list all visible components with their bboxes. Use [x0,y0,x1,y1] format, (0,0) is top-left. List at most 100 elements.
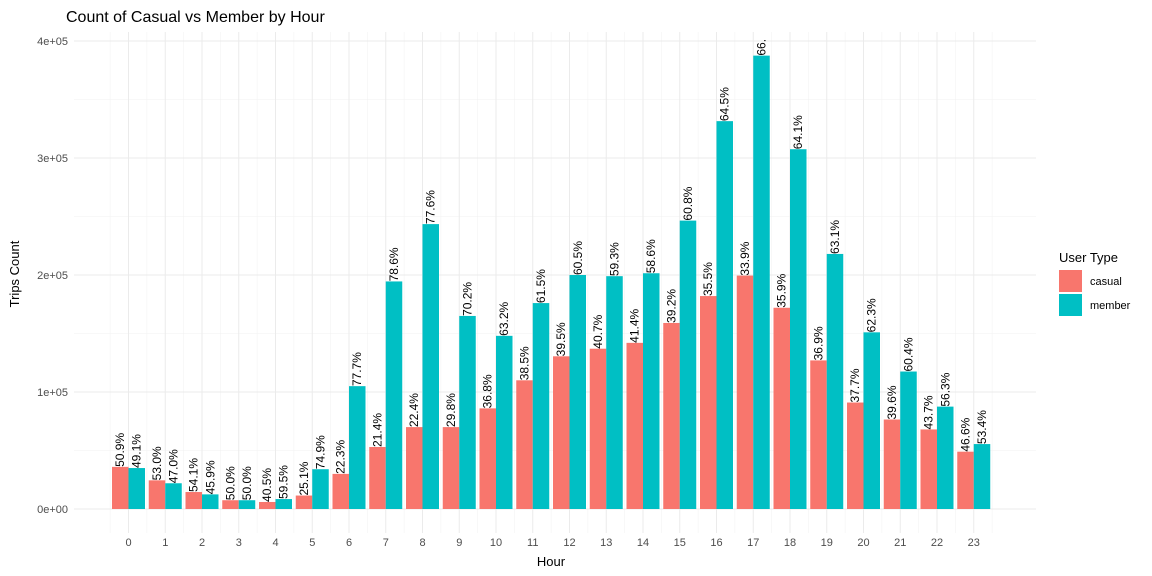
bar-casual-13 [589,348,607,509]
bar-label-casual-0: 50.9% [113,433,127,467]
bar-label-casual-10: 36.8% [481,374,495,408]
x-tick-label: 4 [272,537,278,549]
bar-member-23 [973,444,991,509]
bar-member-22 [937,406,954,509]
bar-member-9 [459,315,476,509]
bar-casual-7 [369,446,386,509]
x-tick-label: 21 [894,537,906,549]
bar-casual-11 [516,380,533,509]
bar-member-6 [349,386,366,509]
x-tick-label: 23 [968,537,980,549]
bar-label-casual-19: 36.9% [812,326,826,360]
bar-label-casual-18: 35.9% [775,273,789,307]
x-tick-label: 7 [383,537,389,549]
bar-label-member-13: 59.3% [608,242,622,276]
bar-casual-19 [810,360,827,509]
bar-label-member-6: 77.7% [350,352,364,386]
x-tick-label: 16 [710,537,722,549]
bar-label-member-11: 61.5% [534,269,548,303]
bar-label-member-16: 64.5% [718,87,732,121]
bar-member-7 [385,281,403,509]
bar-casual-5 [295,495,313,509]
legend-key-member [1059,294,1082,316]
bar-casual-6 [332,473,349,509]
bar-casual-12 [553,356,570,509]
bar-label-member-8: 77.6% [424,190,438,224]
x-tick-label: 20 [857,537,869,549]
bar-label-member-18: 64.1% [791,115,805,149]
bar-label-casual-23: 46.6% [959,417,973,451]
bar-member-11 [532,303,550,509]
y-tick-label: 4e+05 [37,36,68,48]
x-tick-label: 2 [199,537,205,549]
bar-member-17 [753,55,770,509]
bar-label-casual-20: 37.7% [848,368,862,402]
bar-label-casual-7: 21.4% [371,413,385,447]
bar-label-member-10: 63.2% [497,301,511,335]
bar-labels: 50.9% 53.0% 54.1% 50.0% 40.5% 25.1% 22.3% 21.4%… [113,39,989,502]
bar-label-casual-2: 54.1% [187,458,201,492]
bar-label-member-12: 60.5% [571,241,585,275]
bar-label-member-9: 70.2% [461,282,475,316]
bar-casual-22 [920,429,937,509]
bar-casual-8 [406,427,423,509]
bar-label-casual-9: 29.8% [444,393,458,427]
x-tick-label: 13 [600,537,612,549]
x-tick-label: 5 [309,537,315,549]
bar-casual-14 [626,342,643,509]
legend-label-casual: casual [1090,276,1122,288]
bar-member-19 [826,253,844,509]
y-tick-label: 3e+05 [37,153,68,165]
bar-label-casual-15: 39.2% [665,289,679,323]
bar-label-casual-1: 53.0% [150,446,164,480]
x-tick-label: 10 [490,537,502,549]
bar-casual-20 [847,402,864,509]
bar-casual-1 [148,480,166,509]
x-tick-label: 12 [563,537,575,549]
bar-label-casual-4: 40.5% [260,468,274,502]
bar-label-member-3: 50.0% [240,466,254,500]
y-tick-label: 0e+00 [37,504,68,516]
bar-member-0 [128,468,145,509]
y-tick-labels: 0e+00 1e+05 2e+05 3e+05 4e+05 [37,36,68,516]
bar-casual-21 [883,419,901,509]
bar-member-10 [496,335,513,509]
bar-label-casual-8: 22.4% [407,393,421,427]
legend-title: User Type [1059,250,1118,265]
bar-member-3 [238,500,256,509]
legend-key-casual [1059,270,1082,292]
bar-label-casual-14: 41.4% [628,309,642,343]
bar-label-member-1: 47.0% [167,449,181,483]
bar-label-member-5: 74.9% [314,435,328,469]
y-tick-label: 1e+05 [37,387,68,399]
bars [112,55,991,510]
bar-casual-17 [736,275,754,509]
x-tick-label: 18 [784,537,796,549]
bar-casual-2 [185,492,202,509]
bar-member-14 [643,273,660,509]
bar-casual-9 [442,427,460,509]
bar-casual-0 [112,466,129,509]
bar-label-member-2: 45.9% [203,460,217,494]
x-tick-label: 3 [236,537,242,549]
bar-label-casual-13: 40.7% [591,314,605,348]
bar-member-2 [202,494,219,509]
bar-label-casual-16: 35.5% [701,262,715,296]
bar-casual-15 [663,322,680,509]
x-axis-title: Hour [537,554,566,569]
bar-label-casual-22: 43.7% [922,395,936,429]
bar-label-member-7: 78.6% [387,247,401,281]
y-tick-label: 2e+05 [37,270,68,282]
x-tick-labels: 0 1 2 3 4 5 6 7 8 9 10 11 12 13 14 15 16 17 18 19 20 21 22 23 [125,537,979,549]
bar-casual-4 [259,501,276,509]
x-tick-label: 6 [346,537,352,549]
bar-member-12 [569,275,586,509]
bar-label-casual-6: 22.3% [334,440,348,474]
x-tick-label: 15 [674,537,686,549]
x-tick-label: 22 [931,537,943,549]
bar-label-member-22: 56.3% [938,372,952,406]
bar-label-casual-12: 39.5% [554,322,568,356]
bar-label-member-19: 63.1% [828,220,842,254]
bar-casual-18 [773,307,790,509]
legend-label-member: member [1090,300,1131,312]
